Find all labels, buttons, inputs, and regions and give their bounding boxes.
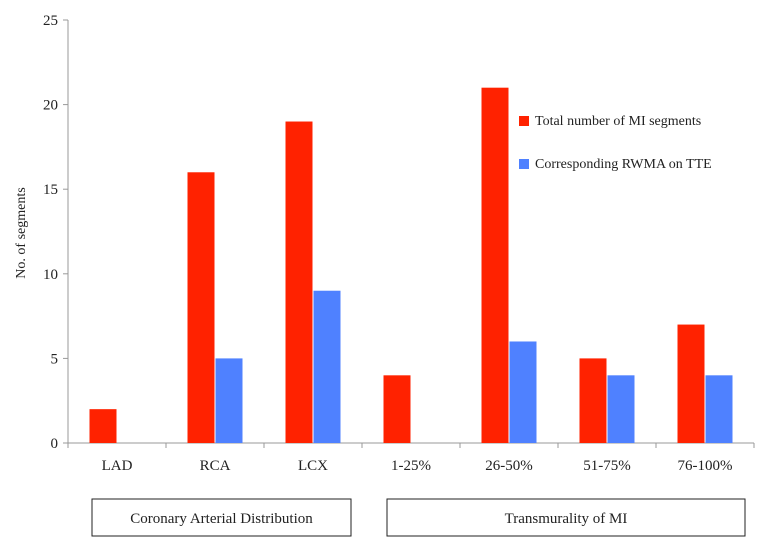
legend-label: Corresponding RWMA on TTE <box>535 157 712 172</box>
bar-corresponding-rwma-2 <box>313 290 341 443</box>
legend-label: Total number of MI segments <box>535 114 701 129</box>
y-tick-label: 15 <box>43 182 58 198</box>
bar-total-mi-segments-1 <box>187 172 215 443</box>
legend-swatch <box>519 116 529 126</box>
bar-total-mi-segments-6 <box>677 324 705 443</box>
bars <box>89 87 733 444</box>
y-tick-label: 20 <box>43 98 58 114</box>
x-axis <box>67 442 755 448</box>
bar-corresponding-rwma-6 <box>705 375 733 443</box>
group-boxes: Coronary Arterial Distribution Transmural… <box>91 498 746 537</box>
y-axis: 0 5 10 15 20 25 <box>43 13 69 452</box>
x-category-label: 51-75% <box>583 458 631 474</box>
x-category-label: 1-25% <box>391 458 431 474</box>
y-axis-title: No. of segments <box>14 187 29 278</box>
bar-total-mi-segments-5 <box>579 358 607 443</box>
y-tick-label: 10 <box>43 267 58 283</box>
x-category-label: LCX <box>298 458 328 474</box>
group-box <box>91 498 352 537</box>
y-tick-label: 5 <box>51 351 59 367</box>
y-tick-label: 25 <box>43 13 58 29</box>
y-tick-label: 0 <box>51 436 59 452</box>
group-label: Transmurality of MI <box>505 511 628 527</box>
x-category-label: LAD <box>102 458 133 474</box>
group-box <box>386 498 746 537</box>
x-category-label: 76-100% <box>678 458 733 474</box>
category-labels: LAD RCA LCX 1-25% 26-50% 51-75% 76-100% <box>102 458 733 474</box>
bar-total-mi-segments-4 <box>481 87 509 444</box>
legend: Total number of MI segments Corresponding… <box>519 114 712 172</box>
group-label: Coronary Arterial Distribution <box>130 511 313 527</box>
bar-total-mi-segments-3 <box>383 375 411 443</box>
x-category-label: 26-50% <box>485 458 533 474</box>
bar-total-mi-segments-2 <box>285 121 313 444</box>
x-category-label: RCA <box>200 458 231 474</box>
bar-total-mi-segments-0 <box>89 409 117 443</box>
bar-corresponding-rwma-1 <box>215 358 243 443</box>
legend-swatch <box>519 159 529 169</box>
bar-corresponding-rwma-5 <box>607 375 635 443</box>
bar-corresponding-rwma-4 <box>509 341 537 443</box>
